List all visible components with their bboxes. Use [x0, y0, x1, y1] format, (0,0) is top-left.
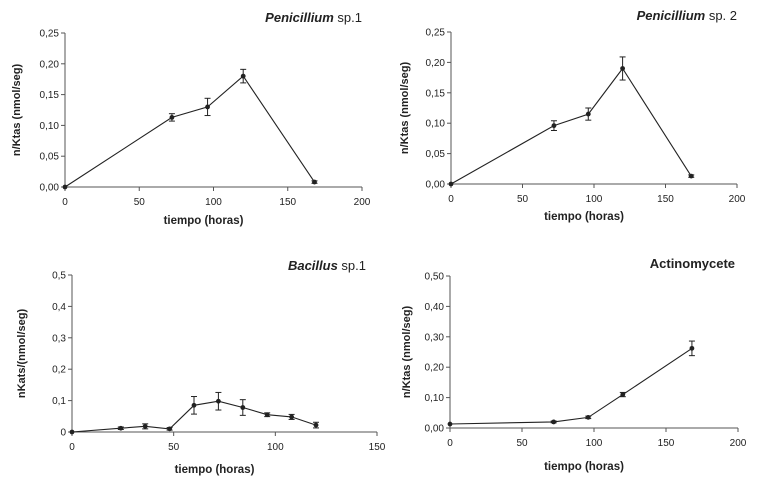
data-point: [313, 422, 319, 428]
x-tick-label: 200: [729, 194, 746, 205]
y-axis-label: n/Ktas (nmol/seg): [399, 62, 411, 155]
data-point: [551, 419, 557, 425]
data-point: [551, 123, 557, 129]
y-tick-label: 0,2: [52, 365, 66, 376]
data-point: [289, 414, 294, 420]
chart-actinomycete: 0 50 100 150 200 0,00 0,10 0,20 0,30 0,40 0,50 tiem…: [401, 256, 747, 473]
data-point: [142, 423, 148, 429]
data-point: [216, 398, 221, 404]
x-axis-label: tiempo (horas): [544, 211, 624, 223]
data-point: [585, 414, 591, 420]
chart-title: Penicillium sp. 2: [637, 8, 737, 23]
data-point: [688, 173, 694, 179]
data-point: [689, 345, 695, 351]
data-point: [69, 429, 75, 435]
x-tick-label: 50: [517, 194, 529, 205]
x-axis-label: tiempo (horas): [164, 215, 244, 227]
x-tick-label: 100: [267, 442, 284, 453]
chart-penicillium-sp2: 0 50 100 150 200 0,00 0,05 0,10 0,15 0,20 0,25 tiem…: [399, 8, 746, 223]
y-tick-label: 0,15: [426, 88, 446, 99]
x-tick-label: 150: [658, 438, 675, 449]
data-point: [447, 421, 453, 427]
x-tick-label: 200: [730, 438, 747, 449]
chart-title: Penicillium sp.1: [265, 10, 362, 25]
data-point: [264, 412, 270, 418]
chart-title: Bacillus sp.1: [288, 258, 366, 273]
x-axis-label: tiempo (horas): [175, 464, 255, 476]
y-tick-label: 0,4: [52, 302, 66, 313]
chart-title-text: Actinomycete: [650, 256, 735, 271]
y-tick-label: 0,5: [52, 271, 66, 282]
data-point: [312, 179, 317, 185]
y-tick-label: 0,15: [40, 90, 60, 101]
x-tick-label: 50: [168, 442, 180, 453]
chart-title-genus: Bacillus: [288, 258, 338, 273]
x-tick-label: 50: [134, 197, 146, 208]
y-tick-label: 0,20: [426, 58, 446, 69]
series-line: [71, 400, 317, 433]
chart-title-genus: Penicillium: [265, 10, 334, 25]
x-axis-label: tiempo (horas): [544, 461, 624, 473]
data-point: [169, 114, 175, 120]
chart-title-suffix: sp.1: [338, 258, 366, 273]
chart-title-suffix: sp. 2: [705, 8, 737, 23]
x-tick-label: 100: [586, 194, 603, 205]
y-tick-label: 0,10: [425, 393, 445, 404]
y-tick-label: 0,20: [425, 363, 445, 374]
series-line: [64, 75, 315, 188]
chart-title-suffix: sp.1: [334, 10, 362, 25]
x-tick-label: 0: [448, 194, 454, 205]
x-tick-label: 50: [516, 438, 528, 449]
series-line: [450, 67, 692, 185]
y-tick-label: 0,3: [52, 333, 66, 344]
x-tick-label: 100: [205, 197, 222, 208]
y-tick-label: 0,20: [40, 59, 60, 70]
data-point: [620, 66, 625, 71]
data-point: [167, 426, 173, 432]
y-tick-label: 0,05: [426, 149, 446, 160]
x-tick-label: 0: [62, 197, 68, 208]
y-tick-label: 0,25: [40, 29, 60, 40]
y-tick-label: 0,10: [426, 119, 446, 130]
y-axis-label: n/Ktas (nmol/seg): [11, 64, 23, 157]
y-tick-label: 0,40: [425, 302, 445, 313]
x-tick-label: 150: [369, 442, 386, 453]
chart-title-genus: Penicillium: [637, 8, 706, 23]
y-tick-label: 0,50: [425, 272, 445, 283]
x-tick-label: 150: [657, 194, 674, 205]
data-point: [205, 104, 210, 110]
x-tick-label: 0: [447, 438, 453, 449]
y-tick-label: 0,00: [426, 180, 446, 191]
y-tick-label: 0: [60, 428, 66, 439]
series-line: [449, 347, 693, 425]
y-tick-label: 0,05: [40, 152, 60, 163]
y-axis-label: nKats/(nmol/seg): [16, 309, 28, 399]
data-point: [118, 425, 124, 431]
y-tick-label: 0,10: [40, 121, 60, 132]
y-tick-label: 0,00: [425, 424, 445, 435]
chart-bacillus-sp1: 0 50 100 150 0 0,1 0,2 0,3 0,4 0,5 tiempo (horas) n…: [16, 258, 386, 476]
y-axis-label: n/Ktas (nmol/seg): [401, 306, 413, 399]
data-point: [62, 184, 68, 190]
chart-penicillium-sp1: 0 50 100 150 200 0,00 0,05 0,10 0,15 0,20 0,25 tiem…: [11, 10, 371, 227]
data-point: [620, 392, 626, 397]
x-tick-label: 0: [69, 442, 75, 453]
y-tick-label: 0,1: [52, 396, 66, 407]
y-tick-label: 0,30: [425, 332, 445, 343]
chart-title: Actinomycete: [650, 256, 735, 271]
y-tick-label: 0,25: [426, 28, 446, 39]
x-tick-label: 200: [354, 197, 371, 208]
y-tick-label: 0,00: [40, 183, 60, 194]
x-tick-label: 100: [586, 438, 603, 449]
data-point: [448, 181, 454, 187]
data-point: [240, 405, 246, 410]
data-point: [240, 73, 246, 79]
data-point: [191, 402, 197, 408]
x-tick-label: 150: [279, 197, 296, 208]
data-point: [585, 111, 591, 117]
